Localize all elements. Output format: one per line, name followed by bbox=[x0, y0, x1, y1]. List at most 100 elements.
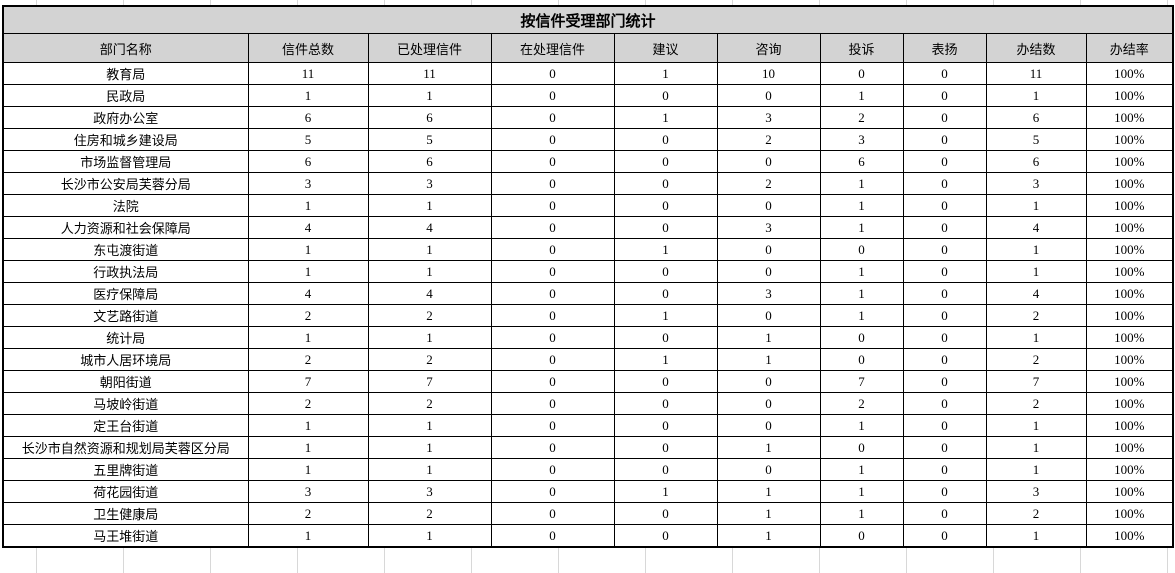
table-cell[interactable]: 1 bbox=[613, 106, 718, 129]
table-cell[interactable]: 0 bbox=[490, 106, 615, 129]
table-cell[interactable]: 0 bbox=[902, 458, 987, 481]
table-cell[interactable]: 0 bbox=[716, 84, 821, 107]
table-cell[interactable]: 1 bbox=[613, 304, 718, 327]
table-cell[interactable]: 0 bbox=[902, 172, 987, 195]
table-cell[interactable]: 100% bbox=[1085, 414, 1174, 437]
table-cell[interactable]: 0 bbox=[613, 370, 718, 393]
table-cell[interactable]: 1 bbox=[613, 348, 718, 371]
table-cell[interactable]: 0 bbox=[716, 238, 821, 261]
table-cell[interactable]: 0 bbox=[902, 304, 987, 327]
column-header[interactable]: 投诉 bbox=[819, 33, 904, 63]
table-cell[interactable]: 1 bbox=[247, 238, 369, 261]
table-cell[interactable]: 1 bbox=[367, 436, 492, 459]
table-cell[interactable]: 100% bbox=[1085, 480, 1174, 503]
table-cell[interactable]: 1 bbox=[247, 84, 369, 107]
department-name-cell[interactable]: 五里牌街道 bbox=[2, 458, 249, 481]
table-cell[interactable]: 1 bbox=[985, 436, 1087, 459]
table-cell[interactable]: 2 bbox=[367, 304, 492, 327]
table-cell[interactable]: 0 bbox=[613, 502, 718, 525]
table-cell[interactable]: 0 bbox=[490, 238, 615, 261]
table-cell[interactable]: 100% bbox=[1085, 84, 1174, 107]
table-cell[interactable]: 0 bbox=[613, 458, 718, 481]
table-cell[interactable]: 0 bbox=[902, 194, 987, 217]
table-cell[interactable]: 3 bbox=[716, 106, 821, 129]
table-cell[interactable]: 100% bbox=[1085, 502, 1174, 525]
department-name-cell[interactable]: 住房和城乡建设局 bbox=[2, 128, 249, 151]
table-cell[interactable]: 0 bbox=[490, 414, 615, 437]
table-cell[interactable]: 0 bbox=[902, 106, 987, 129]
table-cell[interactable]: 0 bbox=[902, 62, 987, 85]
table-cell[interactable]: 0 bbox=[613, 282, 718, 305]
department-name-cell[interactable]: 教育局 bbox=[2, 62, 249, 85]
table-cell[interactable]: 5 bbox=[247, 128, 369, 151]
table-cell[interactable]: 1 bbox=[819, 216, 904, 239]
table-cell[interactable]: 2 bbox=[716, 172, 821, 195]
table-cell[interactable]: 0 bbox=[716, 370, 821, 393]
column-header[interactable]: 办结数 bbox=[985, 33, 1087, 63]
table-cell[interactable]: 0 bbox=[490, 480, 615, 503]
table-cell[interactable]: 1 bbox=[819, 194, 904, 217]
table-cell[interactable]: 0 bbox=[490, 326, 615, 349]
table-cell[interactable]: 1 bbox=[247, 436, 369, 459]
table-cell[interactable]: 0 bbox=[613, 194, 718, 217]
table-cell[interactable]: 0 bbox=[490, 172, 615, 195]
table-cell[interactable]: 6 bbox=[985, 150, 1087, 173]
table-cell[interactable]: 0 bbox=[819, 326, 904, 349]
table-cell[interactable]: 1 bbox=[716, 480, 821, 503]
table-cell[interactable]: 1 bbox=[985, 194, 1087, 217]
column-header[interactable]: 信件总数 bbox=[247, 33, 369, 63]
table-cell[interactable]: 100% bbox=[1085, 282, 1174, 305]
table-cell[interactable]: 100% bbox=[1085, 370, 1174, 393]
department-name-cell[interactable]: 定王台街道 bbox=[2, 414, 249, 437]
table-cell[interactable]: 11 bbox=[367, 62, 492, 85]
table-cell[interactable]: 100% bbox=[1085, 326, 1174, 349]
department-name-cell[interactable]: 荷花园街道 bbox=[2, 480, 249, 503]
table-cell[interactable]: 2 bbox=[985, 392, 1087, 415]
table-cell[interactable]: 1 bbox=[716, 502, 821, 525]
table-cell[interactable]: 1 bbox=[819, 458, 904, 481]
table-cell[interactable]: 1 bbox=[819, 414, 904, 437]
table-cell[interactable]: 1 bbox=[247, 414, 369, 437]
table-cell[interactable]: 11 bbox=[985, 62, 1087, 85]
table-cell[interactable]: 1 bbox=[716, 348, 821, 371]
table-cell[interactable]: 0 bbox=[490, 370, 615, 393]
department-name-cell[interactable]: 文艺路街道 bbox=[2, 304, 249, 327]
column-header[interactable]: 表扬 bbox=[902, 33, 987, 63]
table-cell[interactable]: 0 bbox=[490, 304, 615, 327]
table-cell[interactable]: 2 bbox=[367, 348, 492, 371]
table-cell[interactable]: 0 bbox=[613, 128, 718, 151]
table-cell[interactable]: 5 bbox=[367, 128, 492, 151]
table-cell[interactable]: 2 bbox=[247, 304, 369, 327]
table-cell[interactable]: 2 bbox=[819, 106, 904, 129]
table-cell[interactable]: 1 bbox=[985, 260, 1087, 283]
table-cell[interactable]: 0 bbox=[902, 414, 987, 437]
table-cell[interactable]: 1 bbox=[819, 480, 904, 503]
table-cell[interactable]: 3 bbox=[367, 480, 492, 503]
department-name-cell[interactable]: 长沙市自然资源和规划局芙蓉区分局 bbox=[2, 436, 249, 459]
table-cell[interactable]: 7 bbox=[247, 370, 369, 393]
table-cell[interactable]: 6 bbox=[819, 150, 904, 173]
table-cell[interactable]: 0 bbox=[716, 150, 821, 173]
table-cell[interactable]: 100% bbox=[1085, 524, 1174, 548]
table-cell[interactable]: 1 bbox=[985, 84, 1087, 107]
table-cell[interactable]: 0 bbox=[613, 260, 718, 283]
table-cell[interactable]: 100% bbox=[1085, 348, 1174, 371]
table-cell[interactable]: 6 bbox=[985, 106, 1087, 129]
department-name-cell[interactable]: 城市人居环境局 bbox=[2, 348, 249, 371]
department-name-cell[interactable]: 民政局 bbox=[2, 84, 249, 107]
table-cell[interactable]: 0 bbox=[490, 392, 615, 415]
table-cell[interactable]: 6 bbox=[367, 150, 492, 173]
table-cell[interactable]: 2 bbox=[367, 502, 492, 525]
table-cell[interactable]: 1 bbox=[819, 84, 904, 107]
table-cell[interactable]: 1 bbox=[367, 414, 492, 437]
table-cell[interactable]: 0 bbox=[716, 392, 821, 415]
table-cell[interactable]: 1 bbox=[819, 260, 904, 283]
table-cell[interactable]: 2 bbox=[247, 502, 369, 525]
table-cell[interactable]: 0 bbox=[819, 238, 904, 261]
table-cell[interactable]: 0 bbox=[902, 260, 987, 283]
table-cell[interactable]: 100% bbox=[1085, 150, 1174, 173]
table-cell[interactable]: 0 bbox=[613, 392, 718, 415]
table-cell[interactable]: 100% bbox=[1085, 238, 1174, 261]
table-cell[interactable]: 0 bbox=[490, 150, 615, 173]
table-cell[interactable]: 0 bbox=[902, 348, 987, 371]
